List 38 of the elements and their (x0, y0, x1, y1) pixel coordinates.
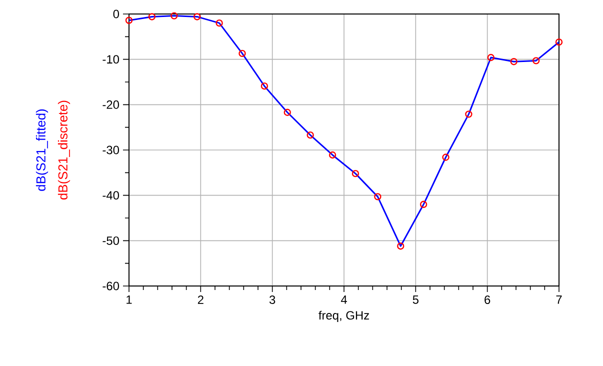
y-tick-label: 0 (113, 10, 120, 18)
point (284, 108, 291, 116)
y-tick-label: -60 (102, 282, 120, 290)
x-tick-label: 5 (412, 296, 418, 304)
line-series (129, 15, 559, 247)
y-tick-label: -50 (102, 236, 120, 245)
x-tick-label: 3 (269, 296, 276, 304)
text: dB(S21_discrete) (58, 100, 70, 200)
y-tick-label: -30 (102, 146, 120, 154)
point (170, 12, 178, 20)
point (442, 154, 450, 161)
point (374, 193, 382, 200)
point (193, 13, 201, 20)
point (397, 242, 404, 250)
x-tick-label: 7 (556, 296, 562, 304)
point (216, 19, 223, 27)
x-tick-label: 6 (484, 296, 490, 304)
point (532, 57, 540, 64)
point (465, 110, 472, 118)
point (125, 16, 133, 24)
point (260, 82, 268, 90)
y-tick-label: -40 (102, 191, 120, 200)
text: dB(S21_fitted) (36, 109, 48, 191)
point (352, 170, 360, 178)
point (487, 54, 495, 62)
point (510, 58, 518, 66)
x-tick-label: 2 (198, 296, 204, 304)
point (420, 200, 428, 208)
x-tick-label: 4 (340, 296, 347, 304)
point (148, 13, 156, 20)
point (328, 151, 336, 159)
point (306, 131, 314, 139)
y-tick-label: -10 (102, 55, 120, 64)
y-tick-label: -20 (102, 100, 120, 109)
x-axis-title: freq, GHz (318, 310, 369, 322)
point (555, 38, 563, 46)
x-tick-label: 1 (126, 296, 132, 304)
point (238, 50, 246, 58)
